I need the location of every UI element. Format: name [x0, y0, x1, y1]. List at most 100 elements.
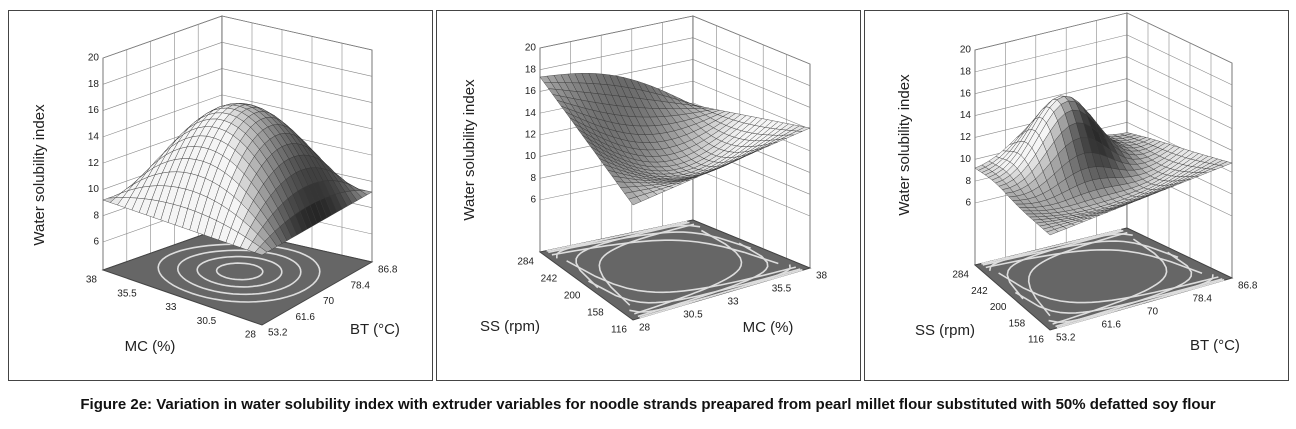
wall-grid-line: [692, 167, 811, 217]
floor-contour: [1027, 231, 1128, 317]
z-tick-label: 18: [960, 66, 972, 77]
wall-grid-line: [102, 42, 223, 85]
z-tick-label: 10: [88, 184, 100, 195]
wall-grid-line: [221, 41, 373, 77]
wall-grid-line: [692, 59, 811, 108]
panel-frame: [8, 10, 433, 381]
right-ticks: 78.4: [1193, 294, 1213, 305]
z-tick-label: 12: [88, 158, 100, 169]
left-ticks: 35.5: [117, 288, 137, 299]
right-ticks: 28: [639, 323, 651, 334]
z-tick-label: 8: [530, 173, 536, 184]
floor-contour: [634, 229, 743, 315]
wall-grid-line: [974, 56, 1128, 95]
floor-contour: [176, 249, 302, 296]
left-ticks: 158: [1009, 318, 1026, 329]
wall-grid-line: [692, 37, 811, 86]
z-tick-label: 16: [525, 86, 537, 97]
wall-grid-line: [102, 15, 223, 59]
left-ticks: 33: [165, 302, 177, 313]
left-ticks: 116: [611, 325, 627, 336]
floor-contour: [1006, 229, 1124, 300]
surface-patch: [628, 196, 642, 206]
wall-grid-line: [1126, 56, 1233, 107]
wall-grid-line: [221, 94, 373, 130]
floor-contour: [215, 262, 264, 281]
z-tick-label: 16: [960, 88, 972, 99]
floor-contour: [1052, 238, 1168, 325]
right-axis-label: MC (%): [743, 319, 794, 336]
z-tick-label: 6: [93, 237, 99, 248]
panel-frame: [864, 10, 1289, 381]
z-tick-label: 14: [960, 110, 972, 121]
wall-grid-line: [1126, 100, 1233, 151]
z-tick-label: 8: [93, 210, 99, 221]
right-ticks: 70: [1147, 307, 1159, 318]
z-axis-label: Water solubility index: [31, 104, 48, 246]
right-ticks: 30.5: [683, 310, 703, 321]
left-ticks: 242: [971, 286, 988, 297]
left-axis-label: MC (%): [125, 338, 176, 355]
floor-contour: [157, 243, 321, 303]
left-ticks: 200: [564, 291, 581, 302]
right-ticks: 86.8: [378, 265, 398, 276]
right-ticks: 35.5: [772, 284, 792, 295]
wall-grid-line: [974, 12, 1128, 51]
wall-grid-line: [974, 78, 1128, 116]
wall-grid-line: [1126, 34, 1233, 86]
z-tick-label: 12: [960, 132, 972, 143]
floor-contour: [575, 221, 690, 289]
z-tick-label: 10: [960, 154, 972, 165]
wall-grid-line: [1126, 12, 1233, 64]
z-tick-label: 18: [525, 64, 537, 75]
z-tick-label: 20: [525, 43, 537, 54]
wall-grid-line: [539, 37, 694, 71]
z-axis-label: Water solubility index: [461, 79, 478, 221]
wall-grid-line: [221, 15, 373, 51]
right-ticks: 86.8: [1238, 281, 1258, 292]
figure-caption: Figure 2e: Variation in water solubility…: [80, 396, 1216, 413]
z-tick-label: 10: [525, 151, 537, 162]
right-ticks: 33: [728, 297, 740, 308]
surface-patch: [254, 246, 268, 256]
z-axis-label: Water solubility index: [896, 74, 913, 216]
left-ticks: 200: [990, 302, 1007, 313]
left-ticks: 116: [1028, 335, 1044, 346]
floor-contour: [598, 223, 695, 306]
wall-grid-line: [102, 68, 223, 111]
right-ticks: 70: [323, 296, 335, 307]
left-ticks: 242: [541, 274, 558, 285]
panel-frame: [436, 10, 861, 381]
right-ticks: 61.6: [296, 312, 316, 323]
z-tick-label: 14: [88, 131, 100, 142]
left-ticks: 284: [517, 257, 534, 268]
z-tick-label: 6: [530, 195, 536, 206]
right-ticks: 38: [816, 271, 828, 282]
z-tick-label: 16: [88, 105, 100, 116]
wall-grid-line: [102, 94, 223, 138]
floor-contour: [637, 242, 769, 318]
z-tick-label: 20: [960, 45, 972, 56]
wall-grid-line: [974, 34, 1128, 73]
right-ticks: 53.2: [268, 328, 288, 339]
z-tick-label: 6: [965, 198, 971, 209]
left-ticks: 28: [245, 330, 257, 341]
figure-panels: 20 18 16 14 12 10 8 6 38 35.5 33 30.5 28 53.2 61.6 70 78…: [8, 10, 1289, 381]
right-ticks: 61.6: [1102, 320, 1122, 331]
right-axis-label: BT (°C): [350, 321, 400, 338]
floor: [101, 227, 374, 326]
wall-grid-line: [692, 15, 811, 65]
wall-grid-line: [539, 15, 694, 49]
left-axis-label: SS (rpm): [480, 318, 540, 335]
floor-contour: [196, 255, 283, 288]
wall-grid-line: [221, 68, 373, 103]
left-ticks: 30.5: [197, 316, 217, 327]
left-ticks: 284: [952, 270, 969, 281]
right-ticks: 53.2: [1056, 333, 1076, 344]
z-tick-label: 20: [88, 53, 100, 64]
floor-contour: [1055, 251, 1193, 328]
z-tick-label: 8: [965, 176, 971, 187]
wall-grid-line: [692, 80, 811, 130]
z-tick-label: 14: [525, 108, 537, 119]
